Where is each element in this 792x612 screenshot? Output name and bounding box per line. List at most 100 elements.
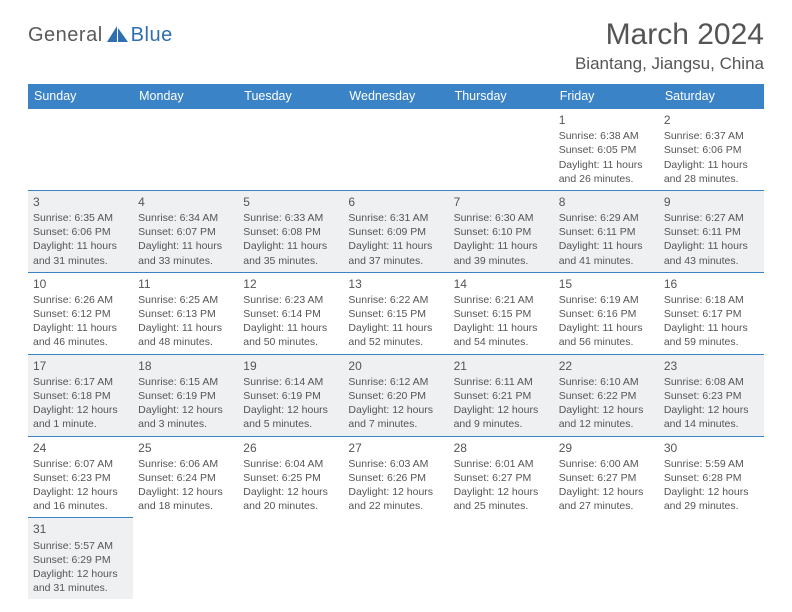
calendar-cell: 9Sunrise: 6:27 AMSunset: 6:11 PMDaylight…	[659, 190, 764, 272]
calendar-cell: 8Sunrise: 6:29 AMSunset: 6:11 PMDaylight…	[554, 190, 659, 272]
sunrise: Sunrise: 6:17 AM	[33, 375, 128, 389]
sunset: Sunset: 6:19 PM	[138, 389, 233, 403]
calendar-cell	[449, 109, 554, 191]
calendar-cell: 15Sunrise: 6:19 AMSunset: 6:16 PMDayligh…	[554, 272, 659, 354]
daylight: Daylight: 12 hours and 5 minutes.	[243, 403, 338, 431]
sunset: Sunset: 6:14 PM	[243, 307, 338, 321]
sunrise: Sunrise: 6:15 AM	[138, 375, 233, 389]
sunset: Sunset: 6:11 PM	[559, 225, 654, 239]
daylight: Daylight: 11 hours and 56 minutes.	[559, 321, 654, 349]
day-number: 7	[454, 194, 549, 210]
sunrise: Sunrise: 6:11 AM	[454, 375, 549, 389]
sunset: Sunset: 6:15 PM	[454, 307, 549, 321]
calendar-row: 31Sunrise: 5:57 AMSunset: 6:29 PMDayligh…	[28, 518, 764, 599]
calendar-cell: 27Sunrise: 6:03 AMSunset: 6:26 PMDayligh…	[343, 436, 448, 518]
calendar-cell: 11Sunrise: 6:25 AMSunset: 6:13 PMDayligh…	[133, 272, 238, 354]
day-number: 19	[243, 358, 338, 374]
calendar-cell: 1Sunrise: 6:38 AMSunset: 6:05 PMDaylight…	[554, 109, 659, 191]
sunset: Sunset: 6:17 PM	[664, 307, 759, 321]
logo-text-blue: Blue	[131, 24, 173, 47]
sunset: Sunset: 6:23 PM	[33, 471, 128, 485]
day-number: 30	[664, 440, 759, 456]
sunset: Sunset: 6:05 PM	[559, 143, 654, 157]
sunrise: Sunrise: 6:00 AM	[559, 457, 654, 471]
daylight: Daylight: 11 hours and 46 minutes.	[33, 321, 128, 349]
col-saturday: Saturday	[659, 84, 764, 109]
sunrise: Sunrise: 6:08 AM	[664, 375, 759, 389]
day-number: 24	[33, 440, 128, 456]
sunrise: Sunrise: 6:33 AM	[243, 211, 338, 225]
calendar-cell: 2Sunrise: 6:37 AMSunset: 6:06 PMDaylight…	[659, 109, 764, 191]
sunset: Sunset: 6:11 PM	[664, 225, 759, 239]
calendar-cell: 23Sunrise: 6:08 AMSunset: 6:23 PMDayligh…	[659, 354, 764, 436]
daylight: Daylight: 12 hours and 12 minutes.	[559, 403, 654, 431]
calendar-cell: 17Sunrise: 6:17 AMSunset: 6:18 PMDayligh…	[28, 354, 133, 436]
sunset: Sunset: 6:10 PM	[454, 225, 549, 239]
calendar-cell	[133, 109, 238, 191]
day-number: 8	[559, 194, 654, 210]
daylight: Daylight: 11 hours and 33 minutes.	[138, 239, 233, 267]
day-number: 13	[348, 276, 443, 292]
calendar-cell: 18Sunrise: 6:15 AMSunset: 6:19 PMDayligh…	[133, 354, 238, 436]
daylight: Daylight: 12 hours and 3 minutes.	[138, 403, 233, 431]
day-number: 17	[33, 358, 128, 374]
daylight: Daylight: 11 hours and 35 minutes.	[243, 239, 338, 267]
calendar-cell: 19Sunrise: 6:14 AMSunset: 6:19 PMDayligh…	[238, 354, 343, 436]
daylight: Daylight: 11 hours and 39 minutes.	[454, 239, 549, 267]
sunrise: Sunrise: 6:31 AM	[348, 211, 443, 225]
day-number: 15	[559, 276, 654, 292]
sunrise: Sunrise: 6:23 AM	[243, 293, 338, 307]
day-number: 10	[33, 276, 128, 292]
sunrise: Sunrise: 6:26 AM	[33, 293, 128, 307]
daylight: Daylight: 11 hours and 37 minutes.	[348, 239, 443, 267]
sunset: Sunset: 6:26 PM	[348, 471, 443, 485]
daylight: Daylight: 12 hours and 14 minutes.	[664, 403, 759, 431]
col-monday: Monday	[133, 84, 238, 109]
sunrise: Sunrise: 6:34 AM	[138, 211, 233, 225]
daylight: Daylight: 12 hours and 18 minutes.	[138, 485, 233, 513]
calendar-cell	[343, 109, 448, 191]
calendar-cell: 3Sunrise: 6:35 AMSunset: 6:06 PMDaylight…	[28, 190, 133, 272]
col-thursday: Thursday	[449, 84, 554, 109]
day-number: 28	[454, 440, 549, 456]
calendar-cell: 31Sunrise: 5:57 AMSunset: 6:29 PMDayligh…	[28, 518, 133, 599]
sunset: Sunset: 6:13 PM	[138, 307, 233, 321]
sunset: Sunset: 6:06 PM	[664, 143, 759, 157]
daylight: Daylight: 11 hours and 41 minutes.	[559, 239, 654, 267]
sunrise: Sunrise: 6:25 AM	[138, 293, 233, 307]
daylight: Daylight: 12 hours and 27 minutes.	[559, 485, 654, 513]
sunrise: Sunrise: 6:10 AM	[559, 375, 654, 389]
sunset: Sunset: 6:12 PM	[33, 307, 128, 321]
page-header: General Blue March 2024 Biantang, Jiangs…	[28, 18, 764, 74]
col-wednesday: Wednesday	[343, 84, 448, 109]
day-number: 5	[243, 194, 338, 210]
day-number: 16	[664, 276, 759, 292]
sunset: Sunset: 6:27 PM	[559, 471, 654, 485]
sunset: Sunset: 6:15 PM	[348, 307, 443, 321]
calendar-cell	[659, 518, 764, 599]
month-title: March 2024	[575, 18, 764, 52]
sail-icon	[107, 26, 129, 42]
daylight: Daylight: 12 hours and 22 minutes.	[348, 485, 443, 513]
day-number: 2	[664, 112, 759, 128]
calendar-cell: 26Sunrise: 6:04 AMSunset: 6:25 PMDayligh…	[238, 436, 343, 518]
sunset: Sunset: 6:08 PM	[243, 225, 338, 239]
calendar-cell: 22Sunrise: 6:10 AMSunset: 6:22 PMDayligh…	[554, 354, 659, 436]
sunrise: Sunrise: 6:06 AM	[138, 457, 233, 471]
daylight: Daylight: 12 hours and 16 minutes.	[33, 485, 128, 513]
day-number: 31	[33, 521, 128, 537]
daylight: Daylight: 11 hours and 54 minutes.	[454, 321, 549, 349]
calendar-cell: 24Sunrise: 6:07 AMSunset: 6:23 PMDayligh…	[28, 436, 133, 518]
calendar-cell	[28, 109, 133, 191]
day-number: 20	[348, 358, 443, 374]
calendar-cell	[133, 518, 238, 599]
sunrise: Sunrise: 6:04 AM	[243, 457, 338, 471]
calendar-cell: 14Sunrise: 6:21 AMSunset: 6:15 PMDayligh…	[449, 272, 554, 354]
calendar-row: 1Sunrise: 6:38 AMSunset: 6:05 PMDaylight…	[28, 109, 764, 191]
sunset: Sunset: 6:06 PM	[33, 225, 128, 239]
daylight: Daylight: 11 hours and 50 minutes.	[243, 321, 338, 349]
daylight: Daylight: 11 hours and 43 minutes.	[664, 239, 759, 267]
sunset: Sunset: 6:21 PM	[454, 389, 549, 403]
day-number: 29	[559, 440, 654, 456]
calendar-cell: 12Sunrise: 6:23 AMSunset: 6:14 PMDayligh…	[238, 272, 343, 354]
